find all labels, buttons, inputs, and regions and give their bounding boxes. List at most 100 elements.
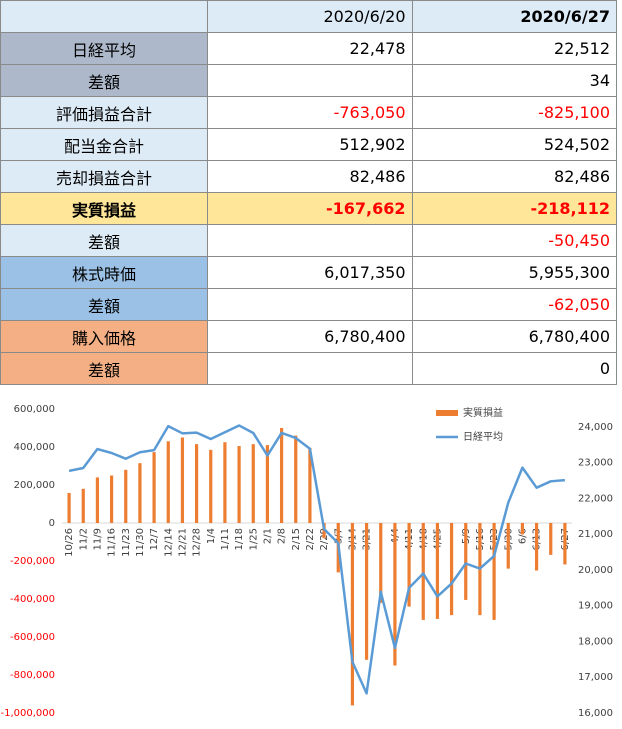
x-tick-label: 12/21: [177, 528, 188, 557]
bar: [520, 523, 525, 535]
bar: [563, 523, 567, 565]
y2-tick-label: 16,000: [578, 708, 613, 719]
row-label: 差額: [0, 64, 208, 97]
cell: [207, 288, 413, 321]
x-tick-label: 10/26: [64, 528, 75, 557]
x-tick-label: 12/7: [149, 528, 160, 550]
corner-cell: [0, 0, 208, 33]
x-tick-label: 1/11: [220, 528, 231, 550]
row-label: 配当金合計: [0, 128, 208, 161]
bar: [95, 477, 100, 523]
bar: [67, 492, 71, 523]
x-tick-label: 2/8: [277, 528, 288, 544]
cell: -218,112: [411, 192, 617, 225]
cell: 5,955,300: [411, 256, 617, 289]
legend-label: 実質損益: [463, 406, 503, 419]
x-tick-label: 11/16: [107, 528, 118, 557]
y-tick-label: 0: [49, 518, 55, 529]
bar: [265, 445, 270, 523]
bar: [506, 523, 510, 569]
table-row: 評価損益合計 -763,050 -825,100: [0, 96, 617, 129]
y-tick-label: -600,000: [10, 632, 55, 643]
y2-tick-label: 21,000: [578, 529, 613, 540]
table-row: 実質損益 -167,662 -218,112: [0, 192, 617, 225]
x-tick-label: 1/18: [234, 528, 245, 550]
bar: [81, 488, 85, 523]
bar: [152, 452, 156, 523]
bar: [138, 463, 142, 523]
y2-tick-label: 17,000: [578, 672, 613, 683]
table-row: 差額 0: [0, 352, 617, 385]
cell: [207, 224, 413, 257]
table-row: 売却損益合計 82,486 82,486: [0, 160, 617, 193]
table-row: 購入価格 6,780,400 6,780,400: [0, 320, 617, 353]
x-tick-label: 6/6: [517, 528, 528, 544]
bar: [549, 523, 553, 555]
bar: [237, 446, 241, 523]
y-tick-label: -1,000,000: [0, 708, 55, 719]
cell: 82,486: [411, 160, 617, 193]
y2-tick-label: 18,000: [578, 636, 613, 647]
cell: 6,780,400: [411, 320, 617, 353]
cell: 82,486: [207, 160, 413, 193]
bar: [294, 435, 298, 523]
bar: [421, 523, 425, 620]
bar: [166, 441, 170, 523]
row-label: 差額: [0, 288, 208, 321]
x-tick-label: 11/2: [78, 528, 89, 550]
cell: 34: [411, 64, 617, 97]
y2-tick-label: 24,000: [578, 422, 613, 433]
bar: [464, 523, 468, 600]
cell: 22,512: [411, 32, 617, 65]
row-label: 評価損益合計: [0, 96, 208, 129]
bar: [364, 523, 369, 660]
cell: 524,502: [411, 128, 617, 161]
bar: [124, 469, 128, 523]
y2-tick-label: 22,000: [578, 493, 613, 504]
row-label: 売却損益合計: [0, 160, 208, 193]
bar: [194, 444, 199, 523]
table-row: 差額 -50,450: [0, 224, 617, 257]
x-tick-label: 1/25: [248, 528, 259, 550]
y-tick-label: -800,000: [10, 670, 55, 681]
cell: [207, 64, 413, 97]
x-tick-label: 2/22: [305, 528, 316, 550]
table-row: 日経平均 22,478 22,512: [0, 32, 617, 65]
bar: [407, 523, 411, 607]
cell: -763,050: [207, 96, 413, 129]
column-header: 2020/6/20: [207, 0, 413, 33]
cell: [207, 352, 413, 385]
x-tick-label: 2/1: [262, 528, 273, 544]
row-label: 購入価格: [0, 320, 208, 353]
y-tick-label: 400,000: [14, 442, 55, 453]
cell: 6,017,350: [207, 256, 413, 289]
row-label: 実質損益: [0, 192, 208, 225]
bar: [492, 523, 496, 620]
summary-table: 2020/6/20 2020/6/27 日経平均 22,478 22,512 差額 34 評価…: [0, 0, 617, 385]
row-label: 差額: [0, 352, 208, 385]
bar: [534, 523, 539, 571]
y-tick-label: 600,000: [14, 404, 55, 415]
column-header: 2020/6/27: [411, 0, 617, 33]
chart: -1,000,000 -800,000 -600,000 -400,000 -200,0…: [0, 404, 613, 719]
x-tick-label: 11/9: [92, 528, 103, 550]
x-tick-label: 12/14: [163, 528, 174, 557]
table-row: 差額 -62,050: [0, 288, 617, 321]
row-label: 差額: [0, 224, 208, 257]
bar: [449, 523, 454, 616]
y-tick-label: -200,000: [10, 556, 55, 567]
x-tick-label: 11/23: [121, 528, 132, 557]
header-row: 2020/6/20 2020/6/27: [0, 0, 617, 33]
bar: [109, 475, 114, 523]
bar: [180, 437, 185, 523]
bar: [279, 428, 284, 523]
cell: -50,450: [411, 224, 617, 257]
line: [68, 424, 566, 695]
y-tick-label: 200,000: [14, 480, 55, 491]
cell: -825,100: [411, 96, 617, 129]
x-tick-label: 2/29: [319, 528, 330, 550]
bar: [379, 523, 383, 603]
row-label: 株式時価: [0, 256, 208, 289]
bar: [223, 442, 227, 523]
